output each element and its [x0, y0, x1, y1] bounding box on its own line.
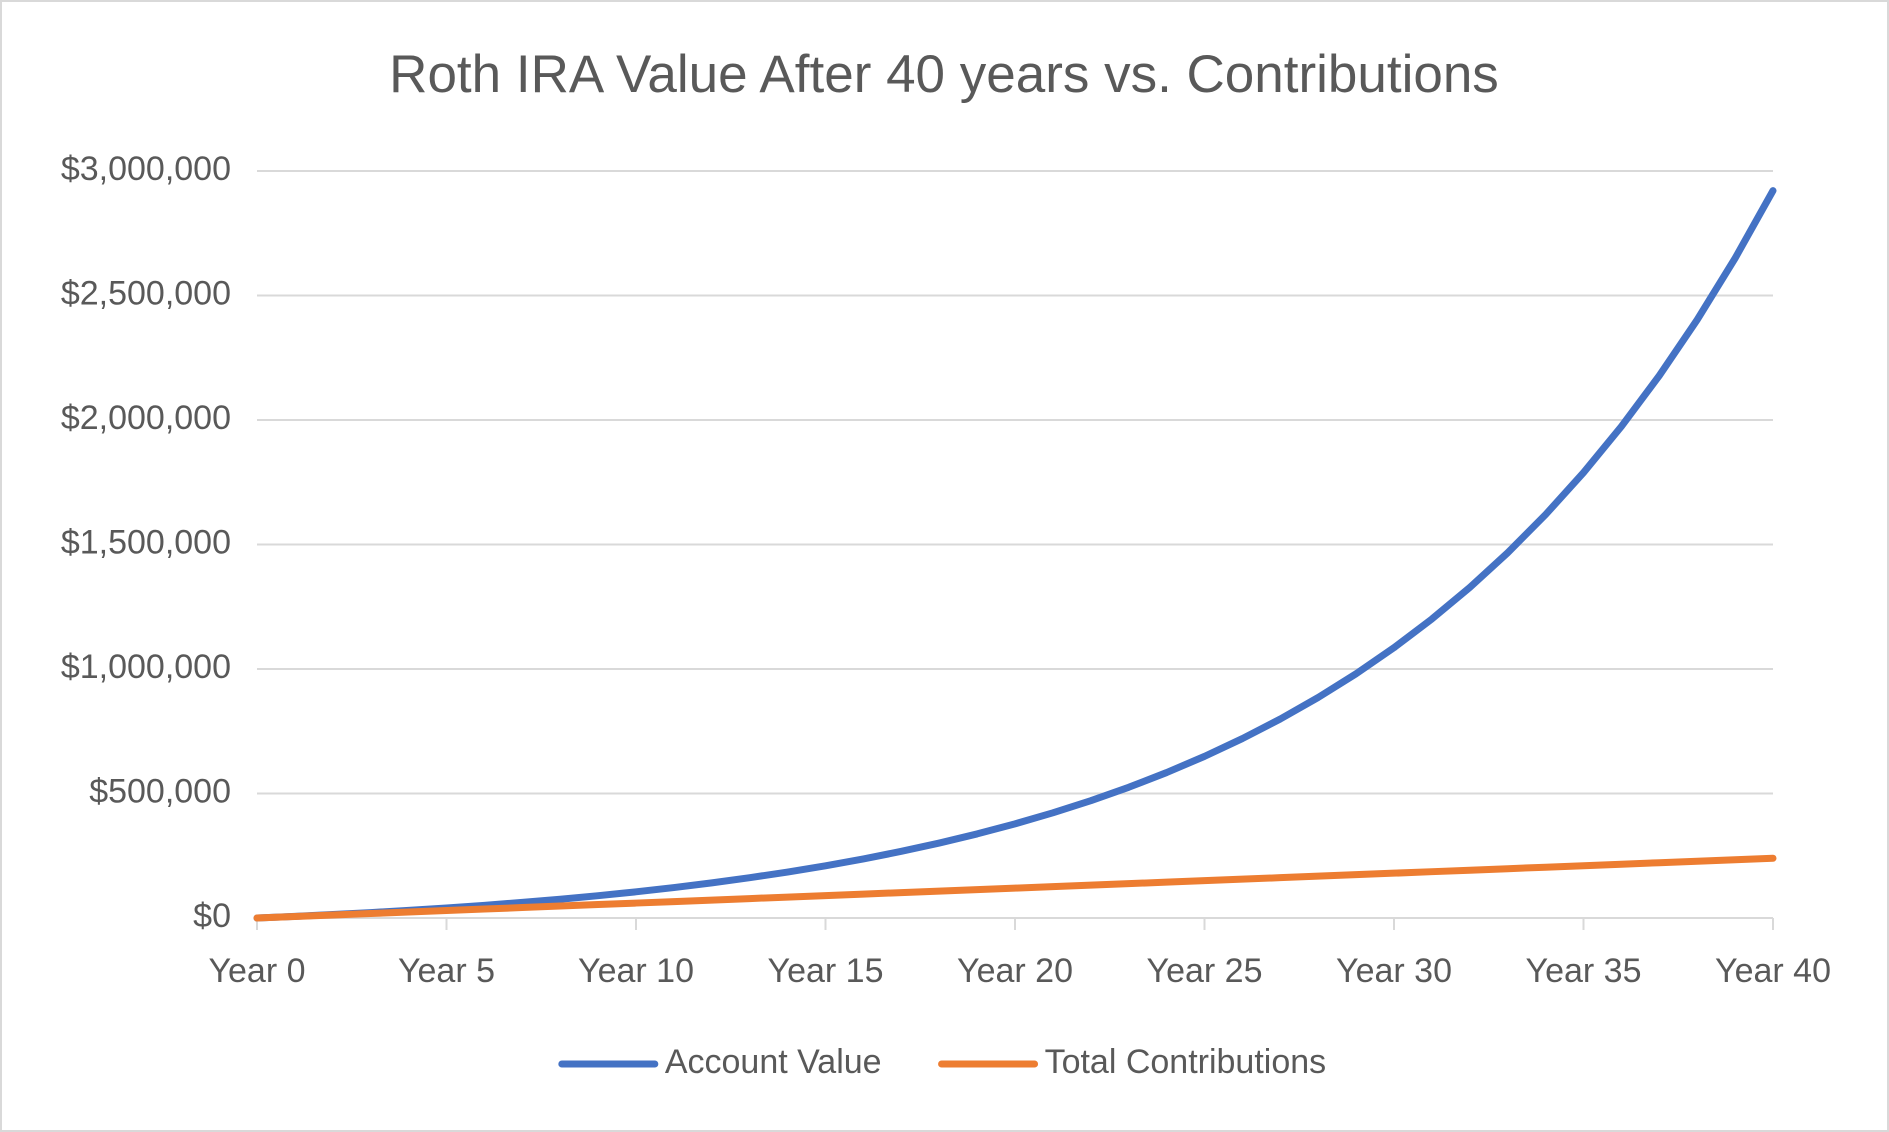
x-tick-label: Year 0 [208, 952, 305, 990]
x-tick-label: Year 5 [398, 952, 495, 990]
y-tick-label: $0 [193, 897, 231, 935]
y-tick-label: $1,500,000 [61, 523, 231, 561]
legend-label: Total Contributions [1045, 1043, 1327, 1081]
y-tick-label: $500,000 [89, 772, 231, 810]
x-tick-label: Year 20 [957, 952, 1073, 990]
series-line [253, 854, 1777, 922]
y-tick-label: $3,000,000 [61, 150, 231, 188]
x-tick-label: Year 15 [768, 952, 884, 990]
series-line [253, 187, 1777, 922]
y-tick-label: $2,000,000 [61, 399, 231, 437]
legend-label: Account Value [665, 1043, 882, 1081]
chart-title: Roth IRA Value After 40 years vs. Contri… [389, 45, 1499, 104]
x-tick-label: Year 35 [1526, 952, 1642, 990]
y-tick-label: $1,000,000 [61, 648, 231, 686]
x-tick-label: Year 30 [1336, 952, 1452, 990]
x-tick-label: Year 10 [578, 952, 694, 990]
x-tick-label: Year 25 [1147, 952, 1263, 990]
x-tick-label: Year 40 [1715, 952, 1831, 990]
y-tick-label: $2,500,000 [61, 274, 231, 312]
